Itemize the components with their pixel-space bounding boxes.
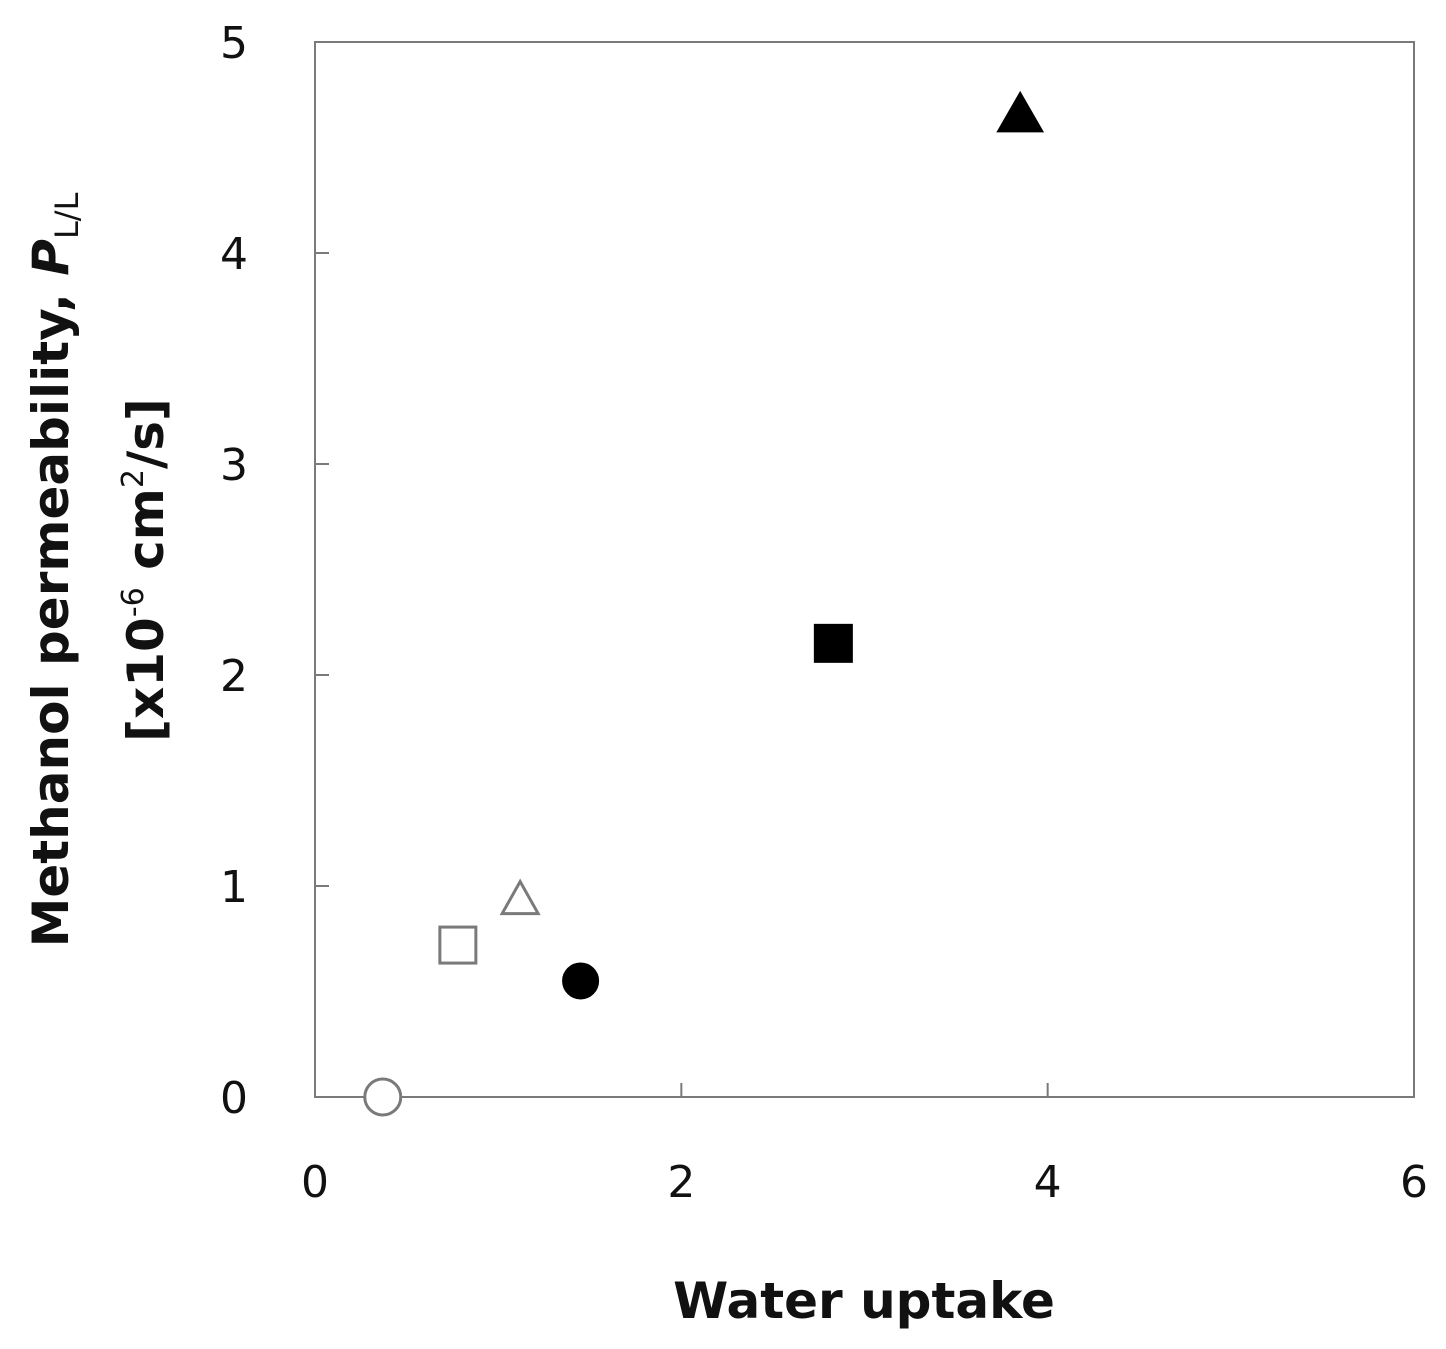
data-point-circle-filled	[562, 962, 600, 1000]
data-point-circle-open	[363, 1077, 403, 1117]
x-axis-ticks	[314, 1083, 1415, 1097]
x-tick-label: 2	[667, 1157, 695, 1208]
y-tick-label: 0	[220, 1073, 248, 1124]
y-tick-label: 5	[220, 18, 248, 69]
data-point-square-open	[438, 925, 478, 965]
data-point-triangle-open	[499, 878, 541, 916]
x-tick-label: 0	[301, 1157, 329, 1208]
data-points	[363, 90, 1045, 1117]
data-point-square-filled	[813, 623, 853, 663]
x-tick-label: 6	[1400, 1157, 1428, 1208]
y-tick-label: 4	[220, 229, 248, 280]
y-tick-label: 1	[220, 862, 248, 913]
y-axis-title-line2: [x10-6 cm2/s]	[116, 398, 175, 742]
y-axis-tick-labels: 0 1 2 3 4 5	[220, 18, 248, 1124]
y-axis-ticks	[315, 41, 329, 1098]
y-axis-title-line1: Methanol permeability, PL/L	[22, 192, 86, 947]
y-axis-title: Methanol permeability, PL/L [x10-6 cm2/s…	[22, 192, 175, 947]
x-axis-tick-labels: 0 2 4 6	[301, 1157, 1428, 1208]
y-tick-label: 2	[220, 651, 248, 702]
data-point-triangle-filled	[996, 90, 1045, 133]
plot-frame	[314, 41, 1415, 1098]
x-axis-title: Water uptake	[673, 1272, 1055, 1330]
y-tick-label: 3	[220, 440, 248, 491]
x-tick-label: 4	[1034, 1157, 1062, 1208]
